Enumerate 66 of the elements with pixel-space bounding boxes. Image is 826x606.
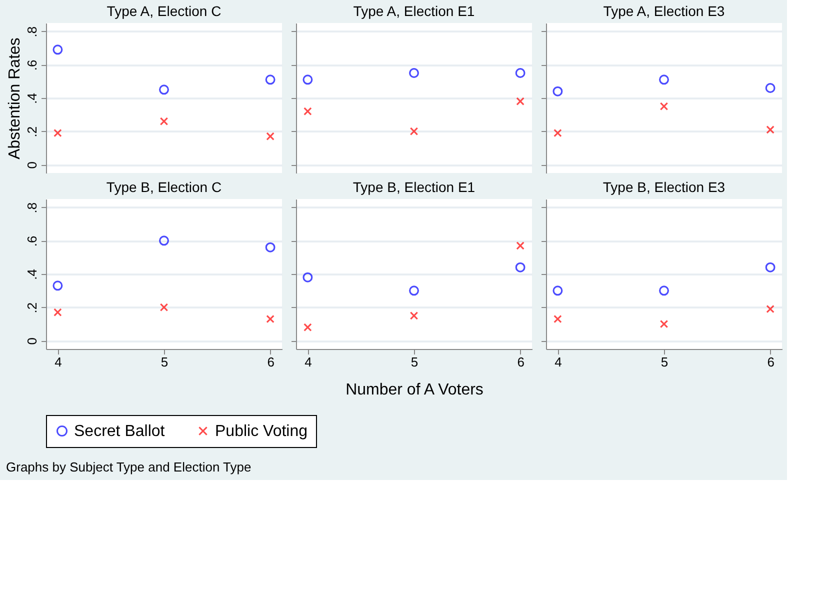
x-axis-title: Number of A Voters bbox=[346, 382, 484, 398]
x-tick-label: 5 bbox=[410, 354, 418, 370]
legend-label: Secret Ballot bbox=[74, 423, 166, 440]
point bbox=[302, 74, 313, 85]
chart-title: Type A, Election C bbox=[106, 3, 222, 19]
y-tick-label: .6 bbox=[24, 236, 40, 247]
chart-title: Type A, Election E3 bbox=[603, 3, 725, 19]
point bbox=[410, 127, 418, 136]
y-tick-label: 0 bbox=[24, 162, 40, 169]
point bbox=[552, 286, 563, 296]
point bbox=[304, 323, 312, 332]
y-tick-label: 0 bbox=[24, 338, 40, 345]
y-axis-title: Abstention Rates bbox=[6, 38, 24, 160]
point bbox=[410, 312, 418, 320]
point bbox=[552, 86, 563, 96]
point bbox=[160, 303, 168, 312]
y-tick-label: .2 bbox=[24, 302, 40, 314]
point bbox=[554, 314, 562, 324]
chart-title: Type B, Election E3 bbox=[602, 179, 726, 195]
y-tick-label: .2 bbox=[24, 126, 40, 138]
point bbox=[266, 314, 274, 324]
point bbox=[159, 236, 169, 246]
x-tick-label: 4 bbox=[304, 354, 312, 370]
point bbox=[765, 262, 776, 272]
y-tick-label: .4 bbox=[24, 269, 40, 280]
x-tick-label: 4 bbox=[554, 354, 562, 370]
point bbox=[159, 84, 169, 95]
point bbox=[409, 286, 419, 296]
x-tick-label: 6 bbox=[517, 354, 524, 370]
point bbox=[515, 68, 526, 78]
point bbox=[302, 272, 313, 282]
x-tick-label: 4 bbox=[54, 354, 62, 370]
point bbox=[52, 280, 63, 291]
point bbox=[660, 102, 668, 110]
x-tick-label: 6 bbox=[267, 354, 274, 370]
point bbox=[54, 308, 62, 316]
point bbox=[52, 44, 63, 55]
point bbox=[766, 304, 774, 314]
point bbox=[160, 117, 168, 126]
point bbox=[265, 242, 276, 252]
chart-title: Type A, Election E1 bbox=[353, 3, 475, 19]
point bbox=[659, 74, 669, 85]
chart-title: Type B, Election E1 bbox=[352, 179, 476, 195]
point bbox=[659, 286, 669, 296]
y-tick-label: .6 bbox=[24, 60, 40, 71]
point bbox=[660, 320, 668, 328]
text: Graphs by Subject Type and Election Type bbox=[6, 460, 252, 474]
x-tick-label: 5 bbox=[660, 354, 668, 370]
point bbox=[515, 262, 526, 272]
point bbox=[765, 83, 776, 93]
point bbox=[54, 128, 62, 138]
point bbox=[516, 242, 524, 250]
y-tick-label: .4 bbox=[24, 93, 40, 104]
chart-title: Type B, Election C bbox=[106, 179, 222, 195]
point bbox=[266, 132, 274, 140]
point bbox=[304, 107, 312, 116]
point bbox=[554, 128, 562, 138]
point bbox=[409, 68, 419, 78]
x-tick-label: 6 bbox=[767, 354, 774, 370]
x-tick-label: 5 bbox=[160, 354, 168, 370]
legend-label: Public Voting bbox=[215, 423, 308, 440]
y-tick-label: .8 bbox=[24, 202, 40, 214]
point bbox=[265, 74, 276, 85]
y-tick-label: .8 bbox=[24, 26, 40, 38]
point bbox=[766, 126, 774, 134]
point bbox=[516, 97, 524, 106]
